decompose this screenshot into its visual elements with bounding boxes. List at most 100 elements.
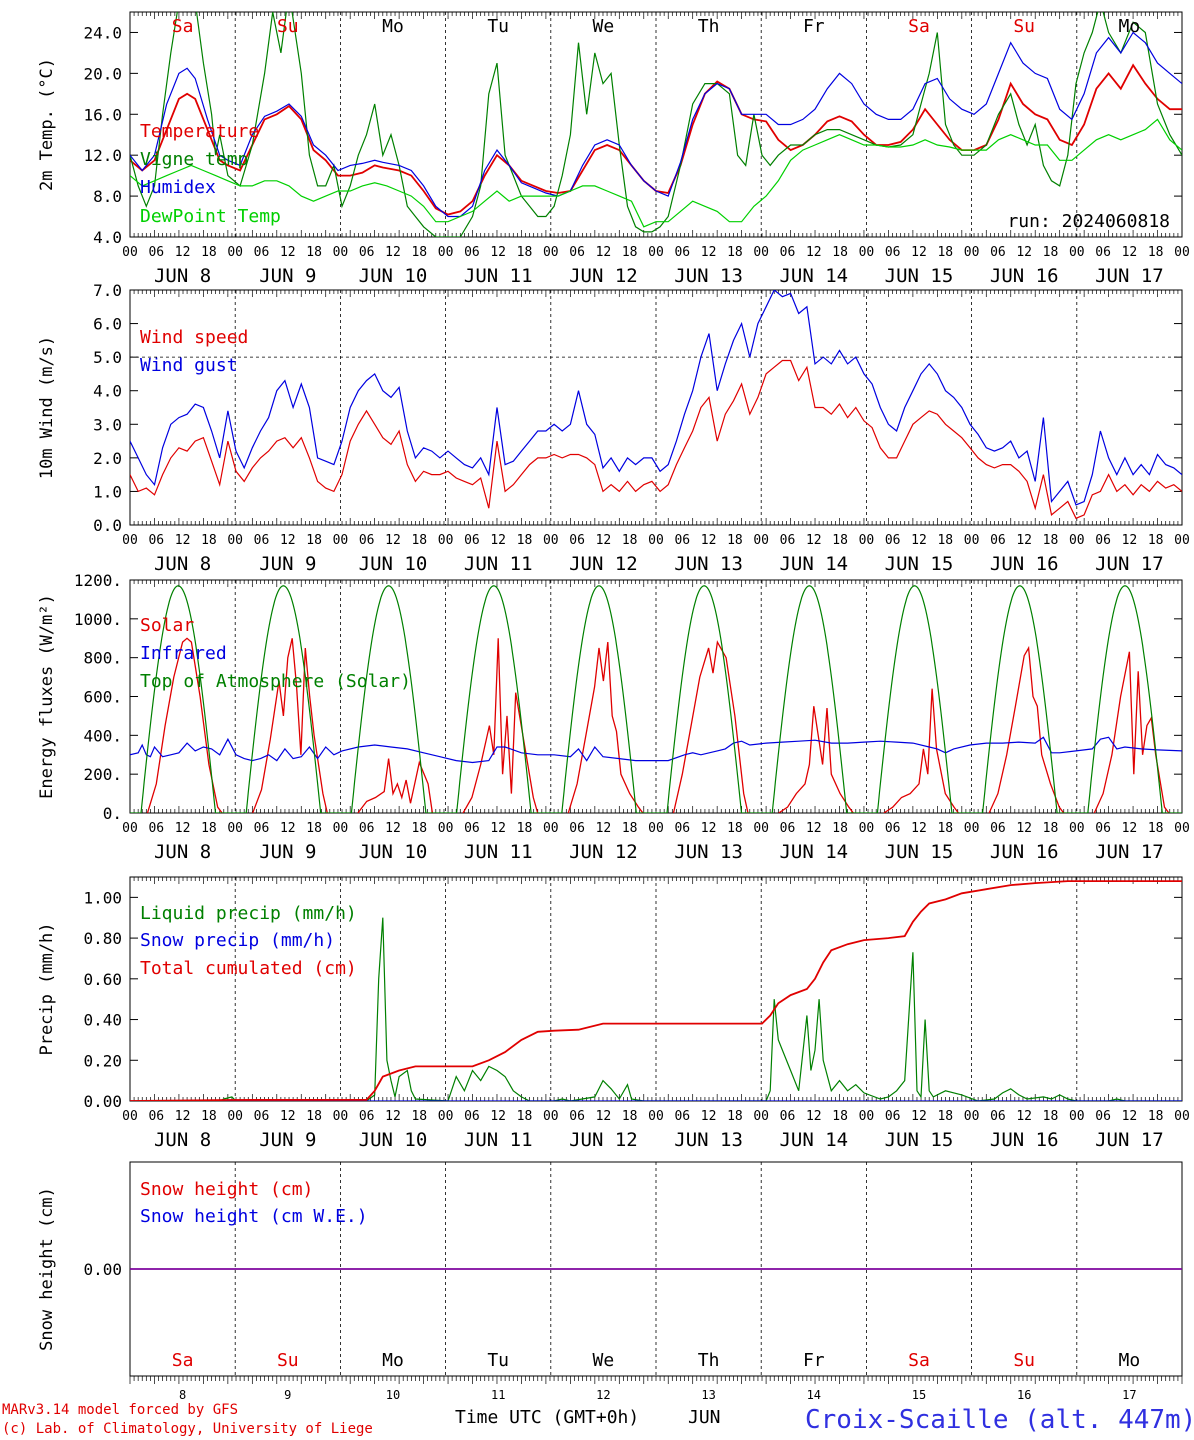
hour-tick-label: 12 <box>1016 821 1032 836</box>
date-label: JUN 15 <box>885 553 954 575</box>
legend-entry: Temperature <box>140 121 259 142</box>
date-label: JUN 10 <box>359 841 428 863</box>
hour-tick-label: 18 <box>306 1109 322 1124</box>
hour-tick-label: 00 <box>333 821 349 836</box>
hour-tick-label: 06 <box>148 245 164 260</box>
hour-tick-label: 12 <box>806 245 822 260</box>
series-line <box>130 585 236 813</box>
hour-tick-label: 06 <box>569 533 585 548</box>
weekday-label: Mo <box>382 1350 404 1371</box>
series-line <box>462 638 539 813</box>
date-label: JUN 12 <box>569 265 638 287</box>
hour-tick-label: 06 <box>359 821 375 836</box>
y-tick-label: 6.0 <box>93 315 122 334</box>
hour-tick-label: 06 <box>885 245 901 260</box>
run-annotation: run: 2024060818 <box>1007 211 1170 232</box>
hour-tick-label: 12 <box>1122 821 1138 836</box>
hour-tick-label: 00 <box>122 821 138 836</box>
hour-tick-label: 12 <box>806 1109 822 1124</box>
x-axis-title: Time UTC (GMT+0h) <box>455 1407 639 1428</box>
panel-5: 0.00 Snow height (cm) Snow height (cm) Snow… <box>37 1161 1183 1402</box>
series-line <box>130 880 1182 1101</box>
hour-tick-label: 00 <box>1174 533 1190 548</box>
hour-tick-label: 12 <box>280 533 296 548</box>
y-tick-label: 5.0 <box>93 348 122 367</box>
hour-tick-label: 06 <box>990 821 1006 836</box>
weekday-label: Fr <box>803 16 825 37</box>
hour-tick-label: 06 <box>464 533 480 548</box>
y-axis-label: 10m Wind (m/s) <box>37 336 57 479</box>
series-line <box>357 758 434 813</box>
hour-tick-label: 18 <box>727 533 743 548</box>
hour-tick-label: 12 <box>385 1109 401 1124</box>
hour-tick-label: 00 <box>753 821 769 836</box>
date-label: JUN 16 <box>990 1129 1059 1151</box>
hour-tick-label: 12 <box>1122 245 1138 260</box>
hour-tick-label: 00 <box>227 245 243 260</box>
hour-tick-label: 06 <box>148 821 164 836</box>
date-label: JUN 13 <box>674 841 743 863</box>
date-label: JUN 10 <box>359 553 428 575</box>
series-line <box>567 642 644 813</box>
hour-tick-label: 18 <box>622 821 638 836</box>
hour-tick-label: 12 <box>490 245 506 260</box>
hour-tick-label: 18 <box>517 245 533 260</box>
series-line <box>672 640 749 813</box>
y-tick-label: 200. <box>83 765 122 784</box>
plot-area <box>130 585 1182 813</box>
series-line <box>130 12 1182 237</box>
series-line <box>761 585 867 813</box>
weekday-label: Su <box>1013 1350 1035 1371</box>
date-label: JUN 9 <box>259 1129 316 1151</box>
weekday-label: We <box>593 1350 615 1371</box>
hour-tick-label: 18 <box>832 1109 848 1124</box>
legend-entry: Infrared <box>140 643 227 664</box>
hour-tick-label: 00 <box>648 1109 664 1124</box>
hour-tick-label: 06 <box>674 1109 690 1124</box>
hour-tick-label: 00 <box>964 821 980 836</box>
day-number: 16 <box>1017 1388 1031 1402</box>
y-axis-label: Snow height (cm) <box>37 1187 57 1351</box>
hour-tick-label: 00 <box>648 533 664 548</box>
y-tick-label: 0.80 <box>83 929 122 948</box>
y-tick-label: 0.20 <box>83 1051 122 1070</box>
hour-tick-label: 12 <box>280 1109 296 1124</box>
hour-tick-label: 00 <box>122 245 138 260</box>
hour-tick-label: 18 <box>832 821 848 836</box>
day-number: 14 <box>807 1388 821 1402</box>
hour-tick-label: 00 <box>964 533 980 548</box>
hour-tick-label: 12 <box>911 821 927 836</box>
hour-tick-label: 06 <box>1095 821 1111 836</box>
panel-1: 4.0 8.0 12.0 16.0 20.0 24.0 2m Temp. (°C) 00 06 1… <box>37 11 1190 287</box>
hour-tick-label: 12 <box>701 1109 717 1124</box>
hour-tick-label: 18 <box>937 821 953 836</box>
hour-tick-label: 18 <box>306 245 322 260</box>
series-line <box>130 290 1182 506</box>
date-label: JUN 8 <box>154 841 211 863</box>
date-label: JUN 17 <box>1095 1129 1164 1151</box>
weekday-label: Sa <box>172 16 194 37</box>
hour-tick-label: 00 <box>1069 533 1085 548</box>
day-number: 10 <box>386 1388 400 1402</box>
y-tick-label: 4.0 <box>93 228 122 247</box>
hour-tick-label: 06 <box>464 245 480 260</box>
day-number: 8 <box>179 1388 186 1402</box>
hour-tick-label: 06 <box>780 821 796 836</box>
hour-tick-label: 12 <box>596 533 612 548</box>
hour-tick-label: 18 <box>727 821 743 836</box>
hour-tick-label: 06 <box>254 533 270 548</box>
date-label: JUN 12 <box>569 841 638 863</box>
credit-line-2: (c) Lab. of Climatology, University of L… <box>2 1421 373 1437</box>
hour-tick-label: 12 <box>490 533 506 548</box>
weekday-label: Th <box>698 16 720 37</box>
day-number: 15 <box>912 1388 926 1402</box>
y-tick-label: 0.00 <box>83 1092 122 1111</box>
hour-tick-label: 18 <box>832 533 848 548</box>
date-label: JUN 14 <box>779 1129 848 1151</box>
hour-tick-label: 18 <box>1148 245 1164 260</box>
hour-tick-label: 06 <box>569 245 585 260</box>
hour-tick-label: 06 <box>254 821 270 836</box>
hour-tick-label: 12 <box>385 533 401 548</box>
hour-tick-label: 00 <box>1174 821 1190 836</box>
